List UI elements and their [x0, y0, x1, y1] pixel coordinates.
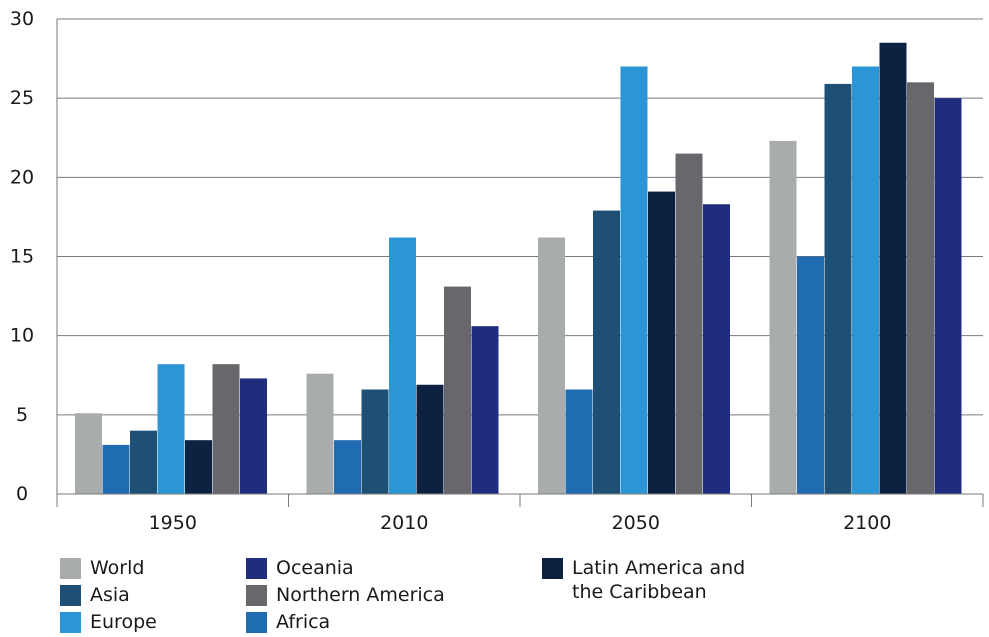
bar-oceania-2100	[934, 98, 962, 495]
legend-label-latin-america: Latin America and the Caribbean	[572, 557, 746, 603]
bar-world-2050	[538, 237, 565, 494]
bar-africa-2100	[797, 256, 824, 494]
x-tick-label-1950: 1950	[149, 512, 197, 534]
x-tick-label-2010: 2010	[380, 512, 428, 534]
legend-swatch-europe	[60, 612, 81, 633]
bar-northern-america-2050	[675, 153, 703, 495]
legend-item-oceania: Oceania	[246, 556, 354, 580]
bar-northern-america-2010	[444, 286, 471, 494]
y-tick-label-25: 25	[10, 87, 34, 109]
bar-world-2010	[306, 373, 334, 494]
bar-latin-america-and-the-caribbean-1950	[185, 440, 212, 494]
bar-oceania-2050	[703, 204, 730, 494]
bar-northern-america-1950	[212, 364, 240, 494]
bar-chart: 0 5 10 15 20 25 30 1950 2010 2050 2100	[10, 8, 984, 534]
y-tick-label-10: 10	[10, 325, 34, 347]
bar-latin-america-and-the-caribbean-2050	[648, 191, 675, 495]
bar-europe-2100	[852, 66, 879, 494]
legend-label-oceania: Oceania	[276, 557, 354, 579]
legend-item-europe: Europe	[60, 610, 157, 634]
legend-swatch-asia	[60, 585, 81, 606]
bar-asia-2050	[593, 210, 620, 495]
legend-item-latin-america: Latin America and the Caribbean	[542, 556, 745, 604]
legend-swatch-northern-america	[246, 585, 267, 606]
x-tick-label-2050: 2050	[612, 512, 660, 534]
y-tick-label-20: 20	[10, 166, 34, 188]
y-tick-label-15: 15	[10, 246, 34, 268]
legend-swatch-world	[60, 558, 81, 579]
bar-oceania-2010	[471, 326, 499, 494]
bar-world-1950	[75, 413, 102, 494]
bar-asia-2100	[824, 83, 852, 495]
x-axis	[56, 19, 984, 507]
bar-latin-america-and-the-caribbean-2100	[879, 42, 907, 494]
y-axis-tick-labels: 0 5 10 15 20 25 30	[10, 8, 34, 505]
legend-label-asia: Asia	[90, 584, 130, 606]
legend-item-asia: Asia	[60, 583, 130, 607]
legend-item-world: World	[60, 556, 144, 580]
bar-africa-2010	[334, 440, 361, 494]
bar-africa-2050	[565, 389, 593, 494]
bars	[75, 42, 962, 495]
bar-oceania-1950	[240, 378, 267, 494]
bar-asia-2010	[361, 389, 389, 494]
y-tick-label-5: 5	[16, 404, 28, 426]
bar-world-2100	[769, 140, 797, 494]
legend-item-africa: Africa	[246, 610, 330, 634]
legend-label-world: World	[90, 557, 145, 579]
legend-label-africa: Africa	[276, 611, 331, 633]
legend: World Asia Europe Oceania Northern Ameri…	[60, 556, 800, 634]
bar-latin-america-and-the-caribbean-2010	[416, 384, 444, 494]
legend-swatch-africa	[246, 612, 267, 633]
legend-swatch-latin-america	[542, 558, 563, 579]
legend-item-northern-america: Northern America	[246, 583, 445, 607]
bar-northern-america-2100	[907, 82, 934, 494]
bar-asia-1950	[130, 430, 157, 494]
bar-europe-2010	[389, 237, 416, 494]
bar-africa-1950	[102, 444, 130, 494]
bar-europe-1950	[157, 364, 185, 494]
y-tick-label-0: 0	[16, 483, 28, 505]
x-axis-tick-labels: 1950 2010 2050 2100	[149, 512, 892, 534]
y-tick-label-30: 30	[10, 8, 34, 30]
legend-swatch-oceania	[246, 558, 267, 579]
x-tick-label-2100: 2100	[843, 512, 891, 534]
legend-label-northern-america: Northern America	[276, 584, 445, 606]
bar-europe-2050	[620, 66, 648, 494]
legend-label-europe: Europe	[90, 611, 157, 633]
